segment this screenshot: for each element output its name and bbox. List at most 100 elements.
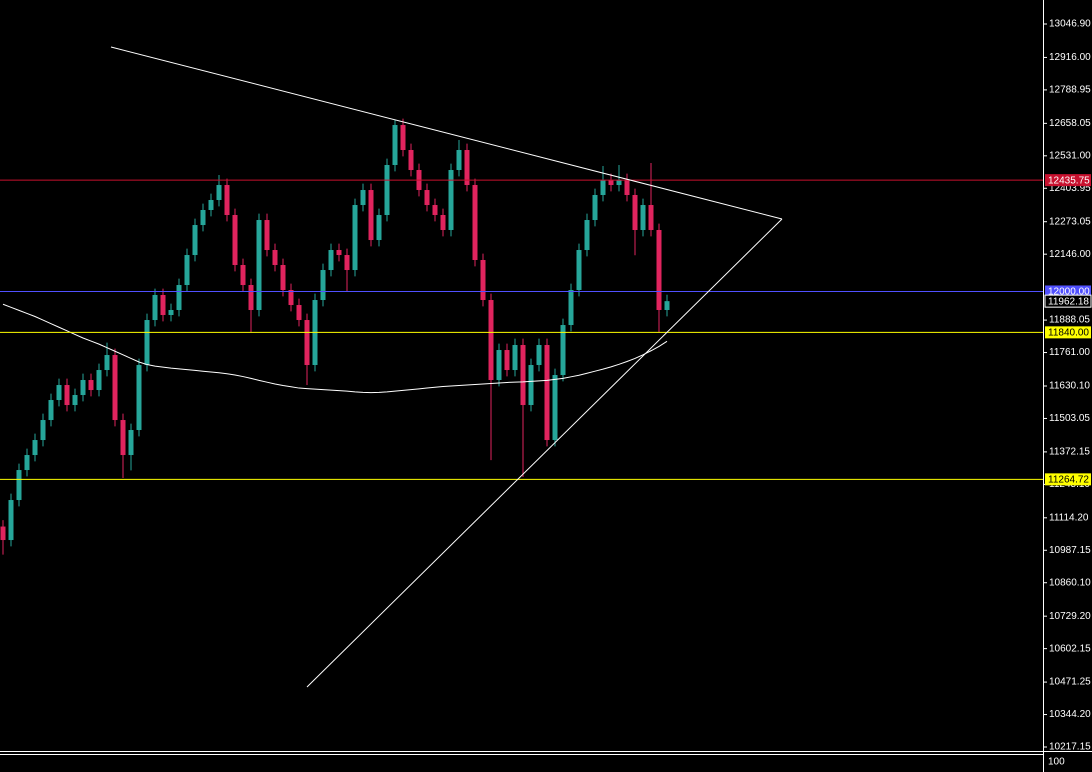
candle-body bbox=[216, 185, 222, 201]
y-tick-label: 11630.10 bbox=[1049, 381, 1090, 392]
candle-body bbox=[56, 385, 62, 401]
candle-body bbox=[112, 355, 118, 421]
y-tick-label: 10471.25 bbox=[1049, 677, 1091, 688]
candle-body bbox=[200, 209, 206, 226]
indicator-label: 100 bbox=[1048, 757, 1065, 768]
candle-body bbox=[552, 375, 558, 441]
y-tick-label: 11761.00 bbox=[1049, 347, 1090, 358]
candle-body bbox=[528, 365, 534, 406]
y-tick-label: 10987.15 bbox=[1049, 545, 1091, 556]
candle-body bbox=[288, 289, 294, 306]
candle-body bbox=[568, 289, 574, 326]
candle-body bbox=[136, 365, 142, 431]
candle-body bbox=[8, 500, 14, 541]
candle-body bbox=[40, 420, 46, 441]
current-price-tag bbox=[1044, 294, 1092, 308]
trendline bbox=[110, 46, 783, 220]
candle-body bbox=[480, 260, 486, 301]
y-tick-label: 11888.05 bbox=[1049, 315, 1090, 326]
candle-body bbox=[384, 165, 390, 216]
candle-body bbox=[640, 205, 646, 231]
candle-body bbox=[496, 350, 502, 381]
candle-body bbox=[608, 180, 614, 186]
candle-body bbox=[0, 526, 6, 541]
y-tick-label: 10217.15 bbox=[1049, 742, 1091, 753]
y-tick-label: 12146.00 bbox=[1049, 249, 1091, 260]
candle-body bbox=[80, 380, 86, 396]
candle-body bbox=[472, 185, 478, 261]
candle-body bbox=[400, 125, 406, 151]
y-tick-label: 12788.95 bbox=[1049, 85, 1091, 96]
candle-body bbox=[544, 345, 550, 441]
trendline bbox=[306, 218, 783, 688]
candle-body bbox=[488, 300, 494, 381]
candle-body bbox=[376, 215, 382, 241]
candle-body bbox=[120, 420, 126, 456]
y-tick-label: 12273.05 bbox=[1049, 216, 1091, 227]
candle-body bbox=[504, 350, 510, 371]
candle-body bbox=[448, 170, 454, 231]
y-tick-label: 10344.20 bbox=[1049, 709, 1091, 720]
candle-body bbox=[104, 355, 110, 371]
price-level-label: 12000.00 bbox=[1048, 287, 1090, 298]
moving-average bbox=[2, 303, 668, 394]
candle-body bbox=[208, 200, 214, 210]
candle-body bbox=[600, 180, 606, 196]
candle-body bbox=[96, 370, 102, 391]
candle-body bbox=[536, 345, 542, 366]
price-axis: 13046.90 12916.00 12788.95 12658.05 12531.00… bbox=[1043, 19, 1092, 753]
candle-body bbox=[272, 250, 278, 266]
plot-area bbox=[0, 118, 1043, 555]
candle-body bbox=[128, 430, 134, 456]
price-level-tag bbox=[1045, 326, 1091, 339]
candle-body bbox=[72, 395, 78, 406]
price-level-label: 11840.00 bbox=[1048, 328, 1089, 339]
candle-body bbox=[232, 215, 238, 266]
y-tick-label: 12916.00 bbox=[1049, 52, 1091, 63]
candle-body bbox=[560, 325, 566, 376]
candle-body bbox=[592, 195, 598, 221]
candle-body bbox=[344, 255, 350, 271]
candle-body bbox=[184, 255, 190, 286]
candle-body bbox=[152, 295, 158, 321]
candle-body bbox=[624, 180, 630, 196]
candle-body bbox=[224, 185, 230, 216]
candle-body bbox=[16, 470, 22, 501]
candle-body bbox=[192, 225, 198, 256]
candle-body bbox=[632, 195, 638, 231]
candle-body bbox=[304, 320, 310, 366]
candle-body bbox=[392, 125, 398, 166]
y-tick-label: 10602.15 bbox=[1049, 643, 1091, 654]
candle-body bbox=[512, 345, 518, 371]
candle-body bbox=[336, 250, 342, 256]
y-tick-label: 11372.15 bbox=[1049, 447, 1090, 458]
candle-body bbox=[408, 150, 414, 171]
candle-body bbox=[368, 190, 374, 241]
price-level-tag bbox=[1045, 473, 1091, 486]
candle-body bbox=[248, 285, 254, 311]
candle-body bbox=[656, 230, 662, 311]
y-tick-label: 13046.90 bbox=[1049, 19, 1091, 30]
y-tick-label: 11503.05 bbox=[1049, 413, 1090, 424]
candle-body bbox=[256, 220, 262, 311]
y-tick-label: 10729.20 bbox=[1049, 611, 1091, 622]
price-level-label: 12435.75 bbox=[1048, 175, 1090, 186]
candle-body bbox=[32, 440, 38, 456]
candle-body bbox=[464, 150, 470, 186]
y-tick-label: 12531.00 bbox=[1049, 150, 1091, 161]
candle-body bbox=[144, 320, 150, 366]
candle-body bbox=[264, 220, 270, 251]
candle-body bbox=[24, 455, 30, 471]
candle-body bbox=[456, 150, 462, 171]
candle-body bbox=[280, 265, 286, 290]
price-level-label: 11264.72 bbox=[1048, 474, 1089, 485]
candle-body bbox=[648, 205, 654, 231]
candle-body bbox=[88, 380, 94, 391]
y-tick-label: 12658.05 bbox=[1049, 118, 1091, 129]
candle-body bbox=[328, 250, 334, 271]
current-price-label: 11962.18 bbox=[1048, 296, 1089, 307]
candle-body bbox=[360, 190, 366, 206]
candle-body bbox=[432, 205, 438, 216]
